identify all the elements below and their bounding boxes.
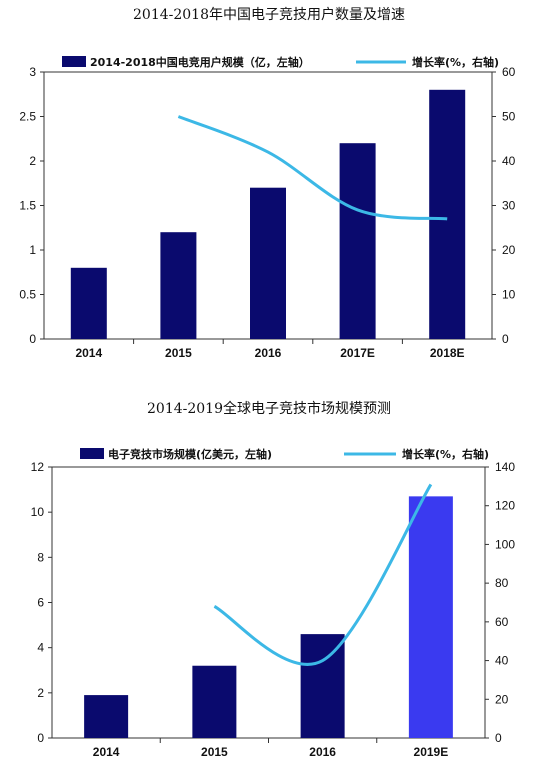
chart1-right-tick-label: 10 xyxy=(502,288,516,302)
chart2-right-tick-label: 140 xyxy=(495,460,515,474)
chart2-left-tick-label: 10 xyxy=(31,505,45,519)
chart2-legend-line-label: 增长率(%，右轴) xyxy=(402,447,489,461)
chart2-category-label: 2015 xyxy=(201,745,228,759)
chart2-legend-bar-label: 电子竞技市场规模(亿美元，左轴) xyxy=(108,447,272,461)
chart1-left-tick-label: 1.5 xyxy=(19,199,36,213)
chart1-left-tick-label: 2.5 xyxy=(19,110,36,124)
chart1-title: 2014-2018年中国电子竞技用户数量及增速 xyxy=(133,7,405,23)
chart1-right-tick-label: 20 xyxy=(502,243,516,257)
chart2-right-tick-label: 60 xyxy=(495,615,509,629)
chart2-left-tick-label: 4 xyxy=(37,641,44,655)
chart1-category-label: 2015 xyxy=(165,346,192,360)
chart2-left-tick-label: 8 xyxy=(37,550,44,564)
chart2-left-tick-label: 0 xyxy=(37,731,44,745)
chart2-right-tick-label: 0 xyxy=(495,731,502,745)
chart2-left-tick-label: 6 xyxy=(37,596,44,610)
chart1-bar xyxy=(429,89,466,339)
chart2-right-tick-label: 100 xyxy=(495,537,515,551)
chart1-category-label: 2014 xyxy=(75,346,102,360)
chart1-right-tick-label: 50 xyxy=(502,110,516,124)
chart2-right-tick-label: 20 xyxy=(495,692,509,706)
chart1-left-tick-label: 3 xyxy=(29,65,36,79)
chart1-legend-bar-label: 2014-2018中国电竞用户规模（亿，左轴） xyxy=(90,55,310,69)
chart1-right-tick-label: 60 xyxy=(502,65,516,79)
chart1-bar xyxy=(339,143,376,339)
chart2-bar xyxy=(84,695,129,738)
chart1-legend-bar-swatch xyxy=(62,56,86,67)
chart1-left-tick-label: 0 xyxy=(29,332,36,346)
chart1-right-tick-label: 40 xyxy=(502,154,516,168)
chart2-right-tick-label: 120 xyxy=(495,499,515,513)
chart2-legend-bar-swatch xyxy=(80,448,104,459)
chart1-category-label: 2017E xyxy=(340,346,375,360)
chart1-growth-line xyxy=(177,115,448,221)
chart2-category-label: 2016 xyxy=(309,745,336,759)
chart1-bar xyxy=(70,267,107,339)
chart1-category-label: 2016 xyxy=(255,346,282,360)
chart2-bar xyxy=(192,665,237,738)
chart1-bar xyxy=(250,187,286,339)
chart1-left-tick-label: 1 xyxy=(29,243,36,257)
chart1-left-tick-label: 0.5 xyxy=(19,288,36,302)
chart1-bar xyxy=(160,232,197,339)
chart1-legend-line-label: 增长率(%，右轴) xyxy=(412,55,499,69)
chart2-title: 2014-2019全球电子竞技市场规模预测 xyxy=(147,401,391,417)
chart2-growth-line xyxy=(213,483,433,666)
chart2-bar xyxy=(300,634,345,738)
chart2-category-label: 2014 xyxy=(93,745,120,759)
chart2-bar xyxy=(408,496,453,738)
chart2-left-tick-label: 12 xyxy=(31,460,45,474)
chart2-category-label: 2019E xyxy=(414,745,449,759)
chart1-right-tick-label: 0 xyxy=(502,332,509,346)
chart2-left-tick-label: 2 xyxy=(37,686,44,700)
chart1-category-label: 2018E xyxy=(430,346,465,360)
chart2-right-tick-label: 40 xyxy=(495,654,509,668)
chart1-right-tick-label: 30 xyxy=(502,199,516,213)
chart1-left-tick-label: 2 xyxy=(29,154,36,168)
chart2-right-tick-label: 80 xyxy=(495,576,509,590)
